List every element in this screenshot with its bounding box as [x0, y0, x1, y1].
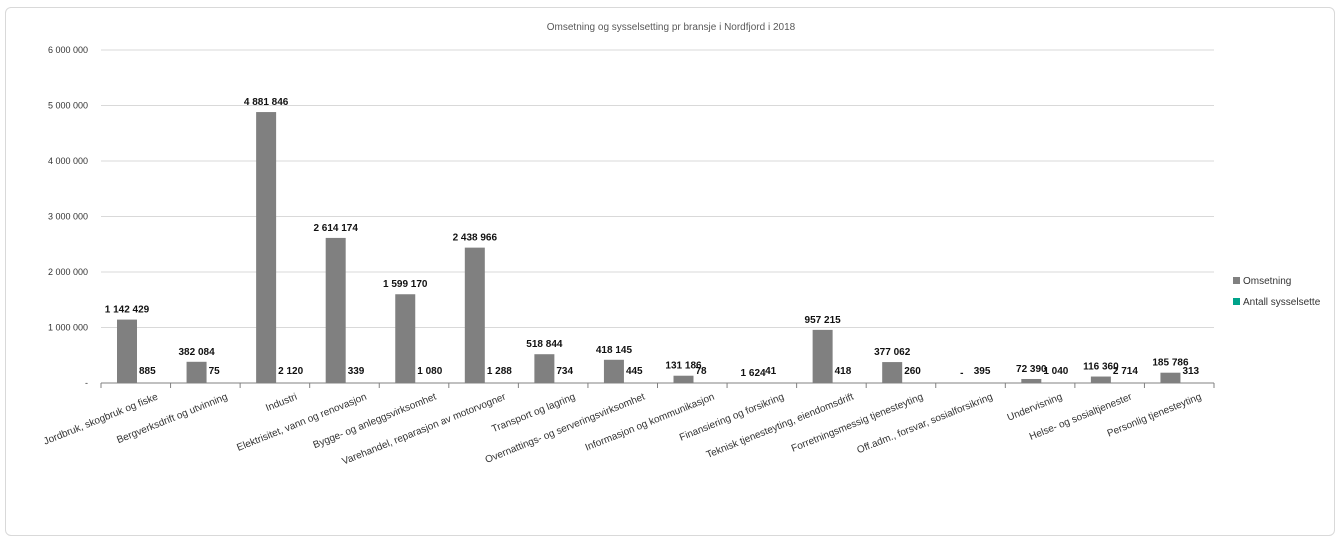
data-label-antall-sysselsette: 1 288	[487, 366, 512, 377]
bar-omsetning	[534, 354, 555, 383]
bar-omsetning	[1090, 376, 1111, 383]
data-label-omsetning: 418 145	[596, 345, 633, 356]
data-label-antall-sysselsette: 734	[556, 366, 573, 377]
data-label-omsetning: 1 624	[741, 368, 766, 379]
x-category-informasjon-og-kommunikasjon: Informasjon og kommunikasjon	[584, 392, 716, 454]
y-tick-label: 2 000 000	[48, 267, 88, 277]
data-label-omsetning: 116 360	[1083, 362, 1119, 373]
data-label-omsetning: 1 599 170	[383, 279, 428, 290]
chart-title: Omsetning og sysselsetting pr bransje i …	[547, 22, 796, 33]
bar-omsetning	[812, 329, 833, 383]
data-label-antall-sysselsette: 2 120	[278, 366, 303, 377]
legend-label-antall-sysselsette: Antall sysselsette	[1243, 297, 1321, 308]
legend-swatch-antall-sysselsette	[1233, 298, 1240, 305]
bar-omsetning	[603, 359, 624, 383]
bar-omsetning	[117, 319, 137, 383]
data-label-antall-sysselsette: 1 080	[417, 366, 442, 377]
data-label-omsetning: 4 881 846	[244, 97, 289, 108]
y-tick-label: 6 000 000	[48, 45, 88, 55]
x-axis	[100, 382, 1215, 388]
data-label-omsetning: 957 215	[805, 315, 842, 326]
bar-omsetning	[256, 112, 277, 383]
x-category-off-adm-forsvar-sosialforsikring: Off.adm., forsvar, sosialforsikring	[855, 392, 994, 457]
data-label-omsetning: 131 186	[665, 361, 702, 372]
data-label-omsetning: 185 786	[1152, 358, 1189, 369]
y-tick-label: 3 000 000	[48, 212, 88, 222]
gridlines	[101, 49, 1214, 328]
data-label-antall-sysselsette: 885	[139, 366, 156, 377]
data-label-omsetning: 2 614 174	[313, 223, 358, 234]
y-axis-ticks: - 1 000 000 2 000 000 3 000 000 4 000 000 5 0…	[48, 45, 88, 388]
bar-omsetning	[325, 237, 346, 383]
x-category-bygge-og-anleggsvirksomhet: Bygge- og anleggsvirksomhet	[312, 392, 438, 452]
legend-swatch-omsetning	[1233, 277, 1240, 284]
bar-omsetning	[395, 294, 416, 383]
data-label-omsetning: 377 062	[874, 347, 911, 358]
data-label-antall-sysselsette: 260	[904, 366, 921, 377]
data-label-omsetning: -	[960, 368, 963, 379]
data-labels: 1 142 429 885 382 084 75 4 881 846 2 120 2 614…	[105, 97, 1200, 379]
data-label-antall-sysselsette: 2 714	[1113, 366, 1138, 377]
data-label-antall-sysselsette: 75	[209, 366, 221, 377]
data-label-antall-sysselsette: 445	[626, 366, 643, 377]
data-label-antall-sysselsette: 1 040	[1043, 366, 1068, 377]
data-label-antall-sysselsette: 395	[974, 366, 991, 377]
legend: Omsetning Antall sysselsette	[1233, 276, 1321, 308]
data-label-antall-sysselsette: 313	[1182, 366, 1199, 377]
x-axis-categories: Jordbruk, skogbruk og fiskeBergverksdrif…	[42, 391, 1203, 467]
data-label-antall-sysselsette: 41	[765, 366, 777, 377]
data-label-omsetning: 72 390	[1016, 364, 1047, 375]
x-category-jordbruk-skogbruk-og-fiske: Jordbruk, skogbruk og fiske	[42, 391, 160, 447]
bar-omsetning	[464, 247, 485, 383]
y-tick-label: 4 000 000	[48, 156, 88, 166]
bars	[117, 112, 1181, 383]
x-category-elektrisitet-vann-og-renovasjon: Elektrisitet, vann og renovasjon	[235, 392, 368, 454]
bar-omsetning	[186, 361, 207, 383]
data-label-antall-sysselsette: 78	[696, 366, 708, 377]
data-label-omsetning: 2 438 966	[453, 233, 498, 244]
bar-omsetning	[882, 362, 903, 383]
bar-omsetning	[673, 375, 694, 383]
x-category-bergverksdrift-og-utvinning: Bergverksdrift og utvinning	[115, 392, 229, 447]
legend-label-omsetning: Omsetning	[1243, 276, 1291, 287]
y-tick-label: 1 000 000	[48, 323, 88, 333]
data-label-antall-sysselsette: 339	[348, 366, 365, 377]
bar-omsetning	[1021, 378, 1042, 383]
data-label-omsetning: 518 844	[526, 339, 563, 350]
bar-omsetning	[1160, 372, 1181, 383]
data-label-antall-sysselsette: 418	[835, 366, 852, 377]
y-tick-label: -	[85, 378, 88, 388]
x-category-undervisning: Undervisning	[1006, 392, 1064, 424]
data-label-omsetning: 1 142 429	[105, 305, 150, 316]
y-tick-label: 5 000 000	[48, 101, 88, 111]
data-label-omsetning: 382 084	[178, 347, 215, 358]
x-category-industri: Industri	[264, 392, 299, 414]
